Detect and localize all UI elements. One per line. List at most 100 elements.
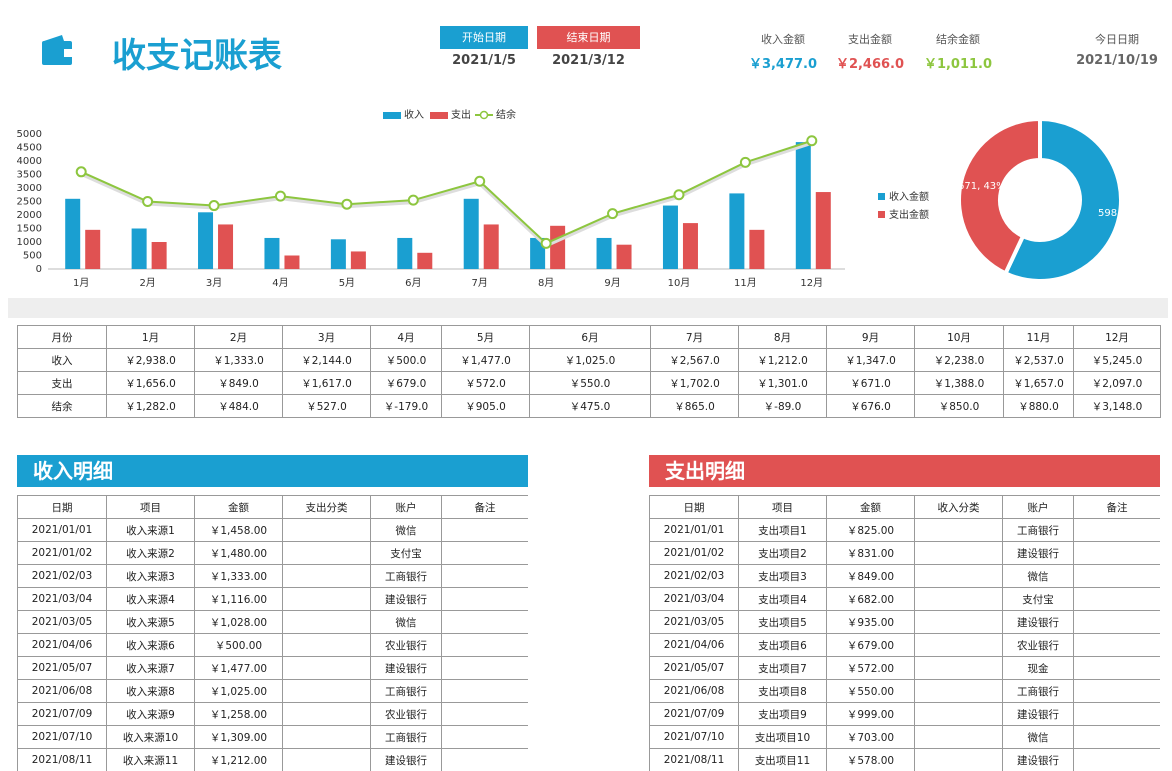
y-tick-label: 1000	[17, 237, 42, 248]
row-label: 结余	[17, 394, 107, 418]
cell: ￥1,258.00	[194, 702, 283, 726]
start-date: 2021/1/5	[452, 53, 516, 68]
cell: ￥880.0	[1003, 394, 1074, 418]
cell: ￥682.00	[826, 587, 915, 611]
empty-cell	[1073, 564, 1160, 588]
empty-cell	[441, 656, 528, 680]
cell: 农业银行	[370, 702, 442, 726]
point	[274, 190, 286, 202]
end-date: 2021/3/12	[552, 53, 625, 68]
empty-cell	[914, 725, 1003, 749]
header-cell: 4月	[370, 325, 442, 349]
cell: ￥1,025.00	[194, 679, 283, 703]
header-cell: 8月	[738, 325, 827, 349]
cell: 支付宝	[1002, 587, 1074, 611]
cell: ￥1,480.00	[194, 541, 283, 565]
point	[607, 208, 619, 220]
data-label: 598, 57%	[1098, 208, 1146, 219]
x-tick-label: 4月	[272, 277, 288, 289]
bar	[284, 255, 300, 269]
row: 2021/03/05 收入来源5 ￥1,028.00 微信	[17, 610, 528, 634]
point	[341, 198, 353, 210]
point	[540, 237, 552, 249]
bar	[729, 193, 745, 269]
cell: 支出项目10	[738, 725, 827, 749]
header-cell: 日期	[17, 495, 107, 519]
empty-cell	[282, 587, 371, 611]
cell: 收入来源5	[106, 610, 195, 634]
cell: ￥1,458.00	[194, 518, 283, 542]
cell: 农业银行	[370, 633, 442, 657]
header-cell: 月份	[17, 325, 107, 349]
row: 2021/01/01 支出项目1 ￥825.00 工商银行	[649, 518, 1160, 542]
x-tick-label: 11月	[734, 277, 757, 289]
row: 2021/01/02 收入来源2 ￥1,480.00 支付宝	[17, 541, 528, 565]
row: 2021/06/08 收入来源8 ￥1,025.00 工商银行	[17, 679, 528, 703]
row: 2021/08/11 支出项目11 ￥578.00 建设银行	[649, 748, 1160, 771]
row: 2021/02/03 收入来源3 ￥1,333.00 工商银行	[17, 564, 528, 588]
header-cell: 9月	[826, 325, 915, 349]
empty-cell	[282, 702, 371, 726]
x-tick-label: 10月	[668, 277, 691, 289]
cell: 收入来源7	[106, 656, 195, 680]
income-table: 日期 项目 金额 支出分类 账户 备注 2021/01/01 收入来源1 ￥1,458.00 微信…	[17, 495, 528, 771]
empty-cell	[1073, 610, 1160, 634]
summary-table: 月份 1月 2月 3月 4月 5月 6月 7月 8月 9月 10月 11月 12月 收入 ￥2,938.0 ￥…	[17, 325, 1161, 418]
row: 2021/03/04 收入来源4 ￥1,116.00 建设银行	[17, 587, 528, 611]
y-tick-label: 4500	[17, 143, 42, 154]
x-tick-label: 6月	[405, 277, 421, 289]
empty-cell	[1073, 541, 1160, 565]
cell: ￥1,282.0	[106, 394, 195, 418]
line	[80, 139, 813, 245]
line-shadow	[80, 140, 813, 248]
cell: 建设银行	[1002, 702, 1074, 726]
bar	[218, 224, 234, 269]
cell: ￥1,333.0	[194, 348, 283, 372]
bar	[151, 242, 167, 269]
cell: ￥2,097.0	[1073, 371, 1161, 395]
cell: ￥527.0	[282, 394, 371, 418]
legend-swatch	[878, 211, 885, 218]
y-tick-label: 4000	[17, 156, 42, 167]
cell: ￥578.00	[826, 748, 915, 771]
header-cell: 6月	[529, 325, 651, 349]
legend-swatch	[430, 112, 448, 119]
end-label: 结束日期	[537, 26, 640, 49]
bar	[397, 237, 413, 269]
empty-cell	[914, 541, 1003, 565]
header-cell: 账户	[1002, 495, 1074, 519]
cell: 支出项目6	[738, 633, 827, 657]
empty-cell	[441, 518, 528, 542]
empty-cell	[914, 679, 1003, 703]
x-tick-label: 9月	[604, 277, 620, 289]
row: 2021/03/04 支出项目4 ￥682.00 支付宝	[649, 587, 1160, 611]
cell: 支出项目1	[738, 518, 827, 542]
cell: ￥831.00	[826, 541, 915, 565]
empty-cell	[282, 610, 371, 634]
cell: ￥1,702.0	[650, 371, 739, 395]
row: 收入 ￥2,938.0 ￥1,333.0 ￥2,144.0 ￥500.0 ￥1,477.0…	[17, 348, 1161, 372]
bar	[662, 205, 678, 269]
row: 2021/07/10 收入来源10 ￥1,309.00 工商银行	[17, 725, 528, 749]
empty-cell	[914, 587, 1003, 611]
x-tick-label: 8月	[538, 277, 554, 289]
cell: ￥1,347.0	[826, 348, 915, 372]
row: 2021/04/06 收入来源6 ￥500.00 农业银行	[17, 633, 528, 657]
empty-cell	[914, 518, 1003, 542]
cell: 工商银行	[1002, 518, 1074, 542]
cell: 建设银行	[370, 587, 442, 611]
point	[75, 166, 87, 178]
cell: 2021/07/10	[649, 725, 739, 749]
empty-cell	[914, 656, 1003, 680]
cell: 微信	[370, 518, 442, 542]
cell: 支出项目7	[738, 656, 827, 680]
wallet-icon	[42, 35, 72, 65]
empty-cell	[282, 656, 371, 680]
cell: ￥1,116.00	[194, 587, 283, 611]
cell: ￥550.00	[826, 679, 915, 703]
point	[208, 200, 220, 212]
cell: ￥500.00	[194, 633, 283, 657]
y-tick-label: 1500	[17, 224, 42, 235]
point	[142, 196, 154, 207]
y-tick-label: 2500	[17, 197, 42, 208]
